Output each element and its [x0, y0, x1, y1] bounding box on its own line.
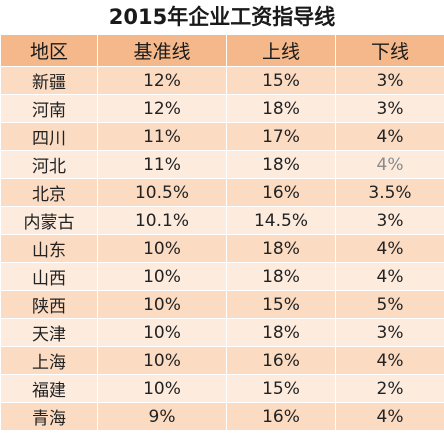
column-header-region: 地区: [0, 34, 98, 67]
cell-base: 10%: [97, 234, 227, 263]
cell-upper: 18%: [226, 318, 336, 347]
cell-base: 10.5%: [97, 178, 227, 207]
cell-base: 10.1%: [97, 206, 227, 235]
table-row: 北京 10.5% 16% 3.5%: [0, 178, 444, 207]
table-row: 河北 11% 18% 4%: [0, 150, 444, 179]
cell-base: 10%: [97, 262, 227, 291]
cell-region: 新疆: [0, 66, 98, 95]
cell-upper: 15%: [226, 290, 336, 319]
table-row: 陕西 10% 15% 5%: [0, 290, 444, 319]
cell-upper: 15%: [226, 66, 336, 95]
cell-upper: 18%: [226, 262, 336, 291]
cell-lower: 3%: [335, 94, 444, 123]
cell-lower: 2%: [335, 374, 444, 403]
cell-base: 10%: [97, 374, 227, 403]
table-row: 山东 10% 18% 4%: [0, 234, 444, 263]
table-row: 天津 10% 18% 3%: [0, 318, 444, 347]
cell-base: 9%: [97, 402, 227, 431]
cell-upper: 14.5%: [226, 206, 336, 235]
table-row: 山西 10% 18% 4%: [0, 262, 444, 291]
cell-region: 河南: [0, 94, 98, 123]
cell-base: 10%: [97, 318, 227, 347]
table-row: 福建 10% 15% 2%: [0, 374, 444, 403]
cell-region: 内蒙古: [0, 206, 98, 235]
cell-base: 12%: [97, 66, 227, 95]
cell-base: 12%: [97, 94, 227, 123]
cell-upper: 16%: [226, 402, 336, 431]
cell-upper: 18%: [226, 94, 336, 123]
cell-upper: 15%: [226, 374, 336, 403]
cell-region: 四川: [0, 122, 98, 151]
cell-lower: 4%: [335, 346, 444, 375]
cell-lower: 4%: [335, 402, 444, 431]
column-header-upper: 上线: [226, 34, 336, 67]
cell-region: 青海: [0, 402, 98, 431]
column-header-base: 基准线: [97, 34, 227, 67]
table-row: 河南 12% 18% 3%: [0, 94, 444, 123]
cell-upper: 18%: [226, 234, 336, 263]
table-title: 2015年企业工资指导线: [0, 0, 444, 34]
cell-lower: 3%: [335, 66, 444, 95]
wage-guideline-table: 地区 基准线 上线 下线 新疆 12% 15% 3% 河南 12% 18% 3%…: [0, 34, 444, 431]
cell-lower: 3.5%: [335, 178, 444, 207]
cell-lower: 4%: [335, 150, 444, 179]
cell-upper: 16%: [226, 178, 336, 207]
cell-region: 陕西: [0, 290, 98, 319]
cell-lower: 3%: [335, 318, 444, 347]
cell-lower: 5%: [335, 290, 444, 319]
cell-lower: 4%: [335, 262, 444, 291]
cell-lower: 4%: [335, 122, 444, 151]
table-row: 四川 11% 17% 4%: [0, 122, 444, 151]
table-row: 上海 10% 16% 4%: [0, 346, 444, 375]
cell-region: 河北: [0, 150, 98, 179]
cell-base: 11%: [97, 122, 227, 151]
column-header-lower: 下线: [335, 34, 444, 67]
cell-base: 11%: [97, 150, 227, 179]
cell-upper: 16%: [226, 346, 336, 375]
cell-upper: 18%: [226, 150, 336, 179]
cell-region: 天津: [0, 318, 98, 347]
table-row: 新疆 12% 15% 3%: [0, 66, 444, 95]
cell-region: 北京: [0, 178, 98, 207]
cell-base: 10%: [97, 290, 227, 319]
table-row: 青海 9% 16% 4%: [0, 402, 444, 431]
cell-lower: 3%: [335, 206, 444, 235]
cell-lower: 4%: [335, 234, 444, 263]
table-row: 内蒙古 10.1% 14.5% 3%: [0, 206, 444, 235]
cell-base: 10%: [97, 346, 227, 375]
header-row: 地区 基准线 上线 下线: [0, 34, 444, 67]
cell-region: 上海: [0, 346, 98, 375]
cell-region: 福建: [0, 374, 98, 403]
cell-region: 山东: [0, 234, 98, 263]
cell-upper: 17%: [226, 122, 336, 151]
cell-region: 山西: [0, 262, 98, 291]
